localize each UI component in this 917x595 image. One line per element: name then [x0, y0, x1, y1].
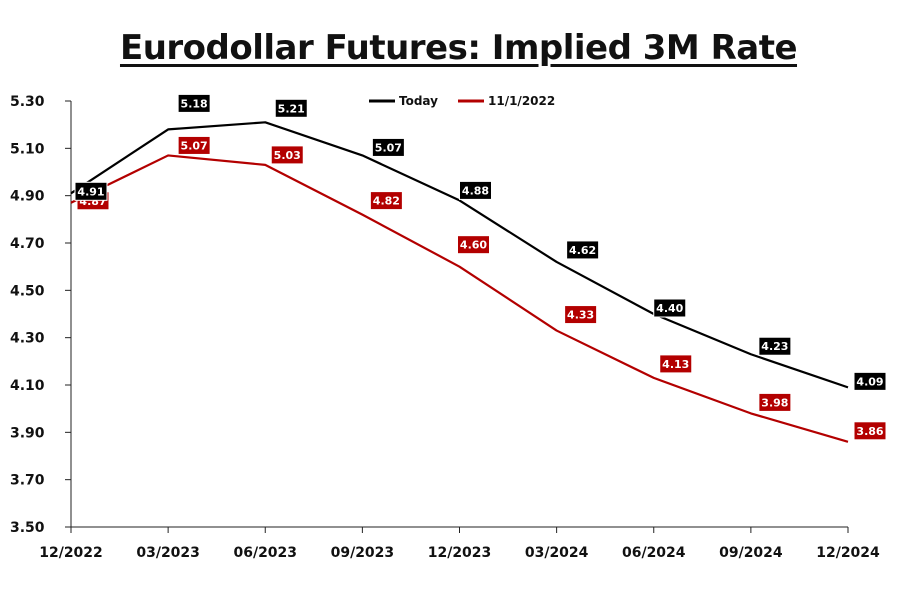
data-label-box [853, 371, 887, 391]
data-label-11-1-2022: 5.03 [270, 145, 304, 165]
x-tick-label: 12/2022 [39, 545, 103, 561]
data-label-box [659, 354, 693, 374]
data-label-box [457, 235, 490, 255]
data-label-11-1-2022: 4.33 [564, 305, 598, 325]
y-tick-label: 4.10 [10, 378, 45, 394]
y-tick-label: 4.90 [10, 189, 45, 205]
y-tick-label: 4.70 [10, 236, 45, 252]
data-label-text: 4.09 [856, 375, 883, 388]
data-label-text: 3.86 [856, 425, 883, 438]
chart-legend: Today 11/1/2022 [369, 94, 555, 108]
data-label-box [74, 181, 108, 201]
data-label-box [653, 298, 687, 318]
data-label-text: 3.98 [761, 396, 788, 409]
series-line-today [70, 121, 849, 389]
y-tick-label: 5.30 [10, 94, 45, 110]
x-tick-label: 09/2024 [719, 545, 783, 561]
data-label-today: 4.23 [758, 336, 792, 356]
y-tick-label: 4.30 [10, 331, 45, 347]
x-tick-label: 06/2024 [622, 545, 686, 561]
x-tick-label: 12/2024 [816, 545, 880, 561]
data-label-text: 5.21 [278, 102, 305, 115]
data-label-today: 4.40 [653, 298, 687, 318]
data-label-today: 5.21 [274, 98, 308, 118]
chart-title: Eurodollar Futures: Implied 3M Rate [119, 28, 798, 68]
data-label-text: 4.62 [569, 244, 596, 257]
x-tick-label: 03/2023 [136, 545, 200, 561]
data-label-text: 5.07 [375, 141, 402, 154]
data-label-today: 5.18 [177, 93, 211, 113]
data-label-11-1-2022: 4.60 [457, 235, 490, 255]
chart-axes: 5.30 5.10 4.90 4.70 4.50 4.30 4.10 3.90 3.70 3.50… [10, 94, 880, 561]
data-label-box [274, 98, 308, 118]
data-label-today: 4.88 [459, 180, 492, 200]
data-label-box [369, 191, 403, 211]
y-tick-label: 3.50 [10, 520, 45, 536]
chart-series [70, 121, 849, 443]
data-label-text: 4.88 [462, 184, 489, 197]
data-label-text: 4.60 [460, 239, 487, 252]
x-tick-label: 03/2024 [525, 545, 589, 561]
chart-data-labels: 4.875.075.034.824.604.334.133.983.864.91… [74, 93, 887, 441]
x-tick-label: 12/2023 [428, 545, 492, 561]
data-label-text: 4.40 [656, 302, 683, 315]
y-tick-label: 4.50 [10, 283, 45, 299]
x-tick-label: 09/2023 [331, 545, 395, 561]
data-label-text: 4.23 [761, 340, 788, 353]
y-tick-label: 5.10 [10, 141, 45, 157]
data-label-today: 5.07 [371, 137, 405, 157]
data-label-11-1-2022: 4.82 [369, 191, 403, 211]
data-label-11-1-2022: 4.13 [659, 354, 693, 374]
legend-label: 11/1/2022 [488, 94, 555, 108]
data-label-today: 4.62 [566, 240, 600, 260]
y-tick-label: 3.70 [10, 473, 45, 489]
data-label-text: 4.33 [567, 309, 594, 322]
data-label-box [566, 240, 600, 260]
data-label-text: 4.82 [373, 195, 400, 208]
data-label-text: 4.13 [662, 358, 689, 371]
data-label-text: 5.03 [274, 149, 301, 162]
data-label-text: 5.18 [181, 97, 208, 110]
data-label-box [758, 392, 792, 412]
x-tick-label: 06/2023 [233, 545, 297, 561]
data-label-box [564, 305, 598, 325]
data-label-box [177, 135, 211, 155]
data-label-11-1-2022: 3.86 [853, 421, 887, 441]
data-label-11-1-2022: 3.98 [758, 392, 792, 412]
data-label-today: 4.09 [853, 371, 887, 391]
data-label-box [459, 180, 492, 200]
data-label-today: 4.91 [74, 181, 108, 201]
y-tick-label: 3.90 [10, 425, 45, 441]
data-label-11-1-2022: 5.07 [177, 135, 211, 155]
data-label-box [758, 336, 792, 356]
data-label-box [177, 93, 211, 113]
series-line-11-1-2022 [70, 154, 849, 443]
legend-label: Today [399, 94, 438, 108]
data-label-box [853, 421, 887, 441]
data-label-box [371, 137, 405, 157]
data-label-text: 5.07 [181, 139, 208, 152]
data-label-text: 4.91 [77, 185, 104, 198]
data-label-box [270, 145, 304, 165]
